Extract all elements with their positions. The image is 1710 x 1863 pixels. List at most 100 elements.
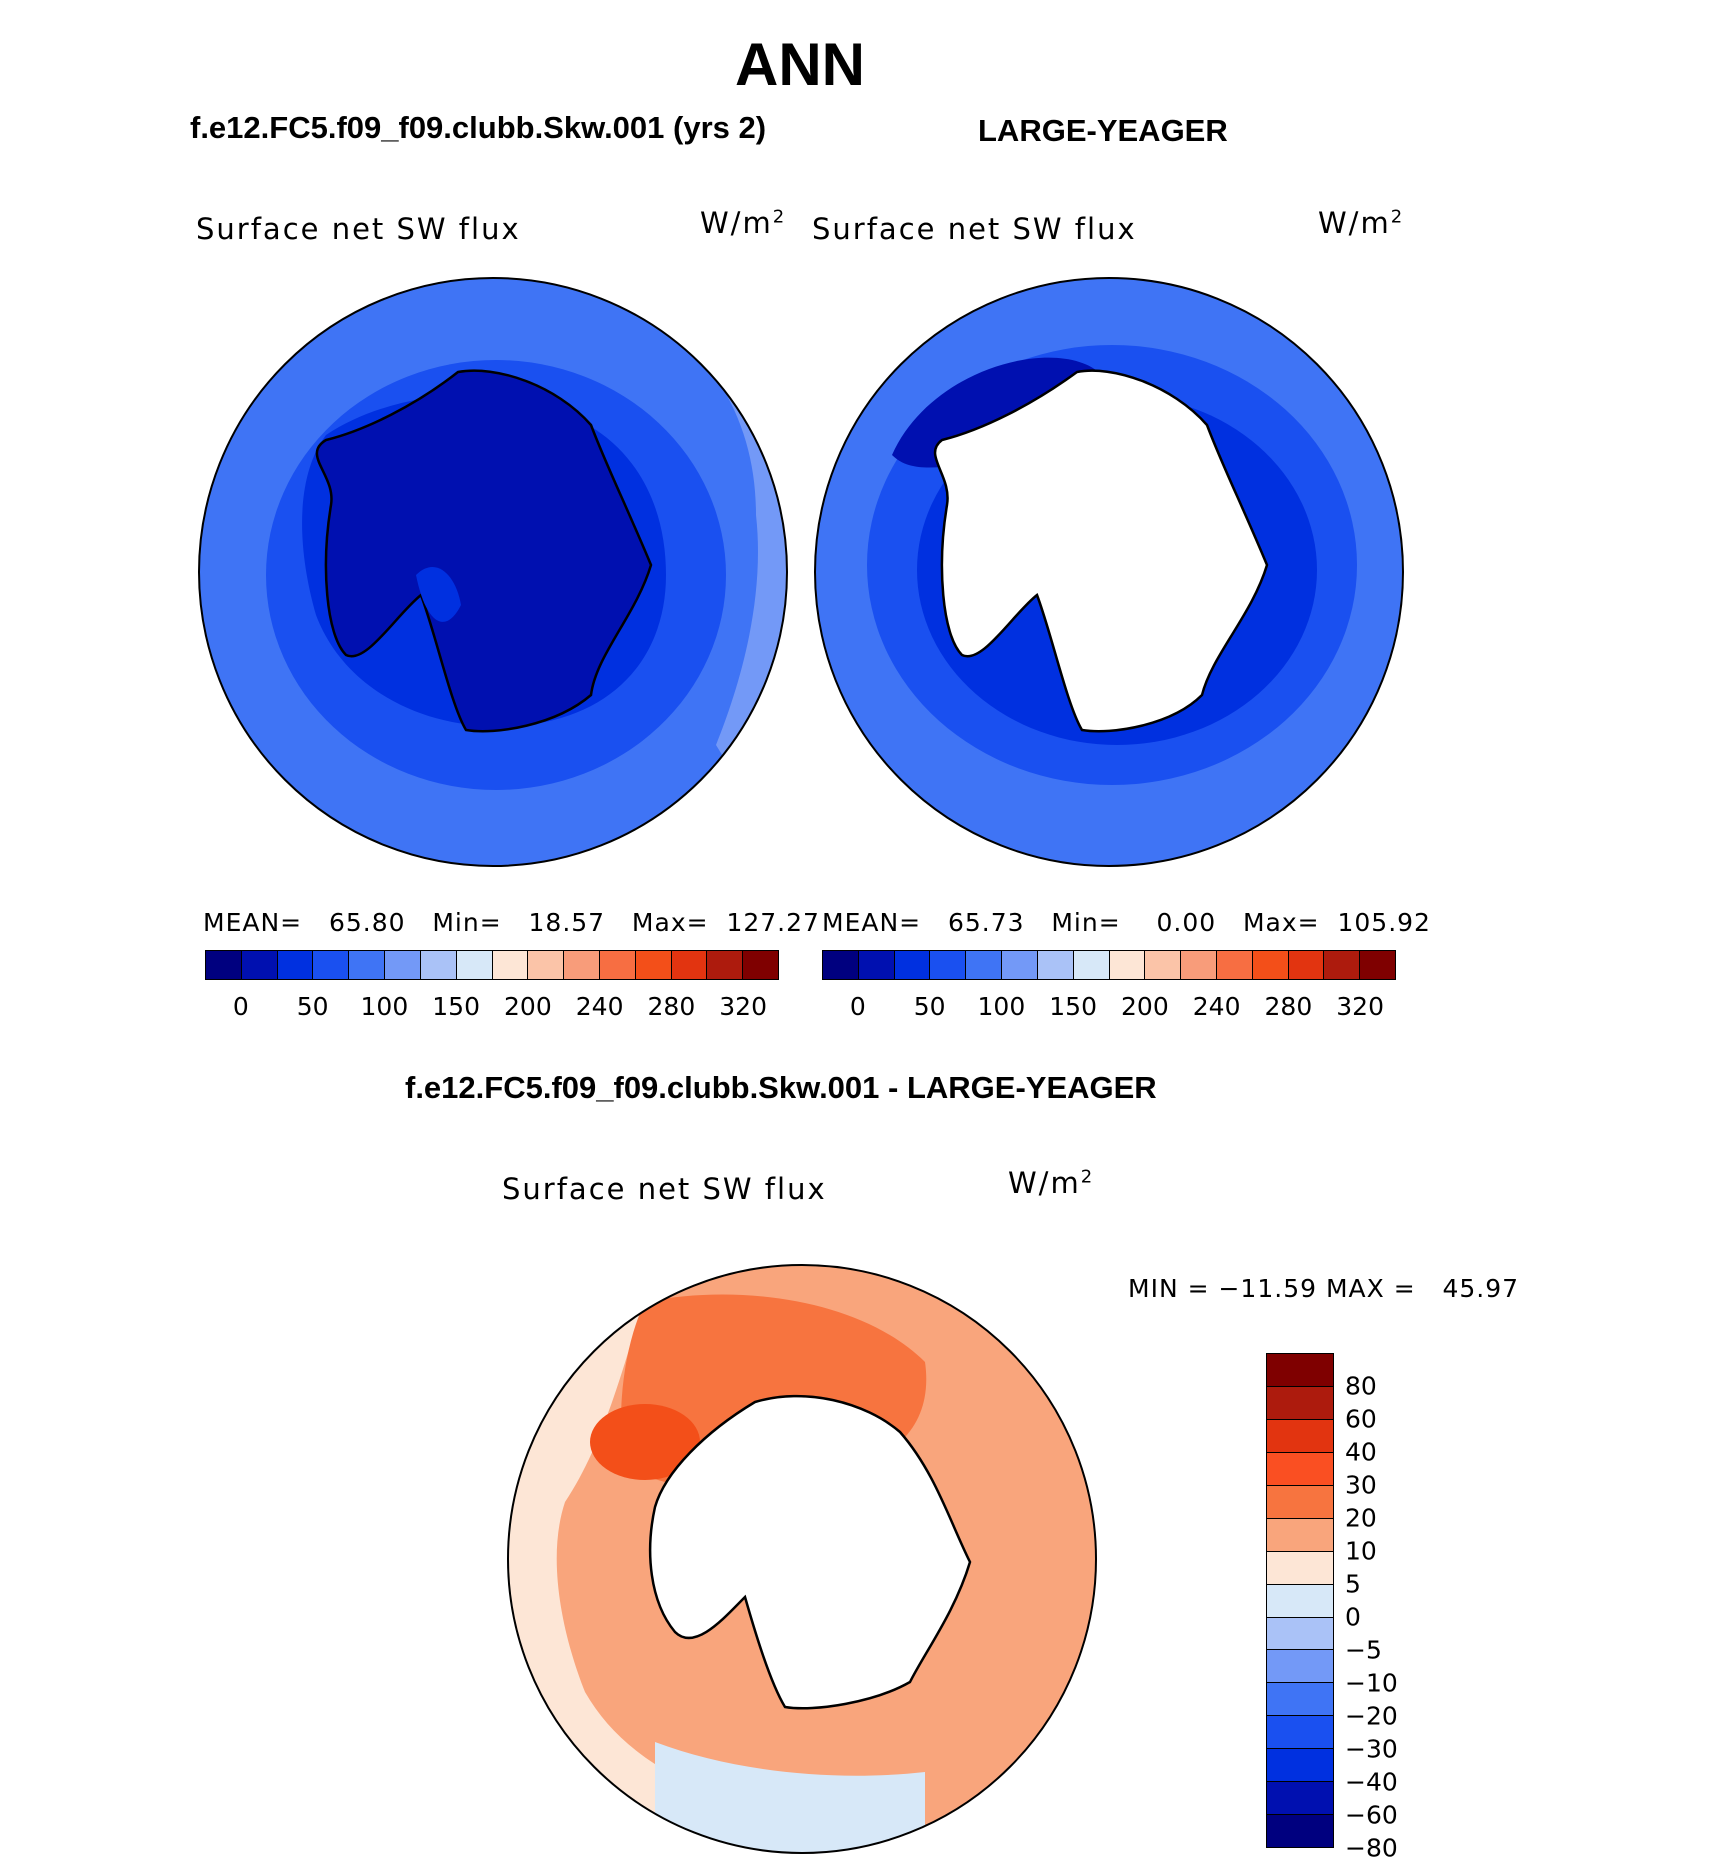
colorbar-tick-label: 0 <box>232 992 249 1021</box>
diff-polar-map <box>507 1264 1097 1854</box>
colorbar-tick-label: 150 <box>1049 992 1097 1021</box>
colorbar-swatch <box>635 951 672 979</box>
colorbar-level-label: 0 <box>1345 1602 1361 1632</box>
right-colorbar-ticks: 0 50 100 150 200 240 280 320 <box>822 992 1396 1022</box>
colorbar-tick-label: 200 <box>504 992 552 1021</box>
colorbar-swatch <box>492 951 529 979</box>
diff-fill-negative-south <box>655 1742 925 1853</box>
colorbar-swatch <box>206 951 242 979</box>
colorbar-swatch <box>420 951 457 979</box>
colorbar-level-label: 60 <box>1345 1404 1377 1434</box>
ross-sea <box>416 566 461 622</box>
colorbar-level-label: −80 <box>1345 1833 1398 1863</box>
colorbar-level-label: 30 <box>1345 1470 1377 1500</box>
colorbar-swatch <box>966 951 1003 979</box>
right-field-label: Surface net SW flux <box>812 212 1137 246</box>
colorbar-tick-label: 240 <box>1192 992 1241 1021</box>
colorbar-swatch <box>707 951 744 979</box>
diff-colorbar-labels: 80 60 40 30 20 10 5 0 −5 −10 −20 −30 −40 −60 −80 <box>1345 1353 1465 1863</box>
colorbar-swatch <box>1324 951 1361 979</box>
colorbar-swatch <box>1267 1386 1333 1420</box>
right-polar-map <box>814 277 1404 867</box>
colorbar-swatch <box>385 951 421 979</box>
colorbar-level-label: −60 <box>1345 1800 1398 1830</box>
diff-colorbar <box>1266 1353 1334 1848</box>
colorbar-level-label: −30 <box>1345 1734 1398 1764</box>
diff-units: W/m2 <box>1008 1166 1095 1200</box>
colorbar-tick-label: 150 <box>432 992 480 1021</box>
colorbar-swatch <box>1267 1683 1333 1717</box>
colorbar-swatch <box>671 951 708 979</box>
colorbar-tick-label: 100 <box>977 992 1026 1021</box>
colorbar-swatch <box>456 951 493 979</box>
colorbar-swatch <box>1267 1354 1333 1387</box>
colorbar-swatch <box>1037 951 1074 979</box>
colorbar-swatch <box>1181 951 1217 979</box>
diff-fill-light-west <box>508 1265 825 1853</box>
colorbar-swatch <box>1267 1419 1333 1453</box>
antarctica-land <box>315 369 653 733</box>
antarctica-land-masked <box>933 369 1269 733</box>
colorbar-level-label: 80 <box>1345 1371 1377 1401</box>
right-case-title: LARGE-YEAGER <box>978 113 1228 148</box>
right-colorbar <box>822 950 1396 980</box>
colorbar-tick-label: 320 <box>1336 992 1384 1021</box>
colorbar-level-label: −5 <box>1345 1635 1382 1665</box>
colorbar-tick-label: 100 <box>360 992 409 1021</box>
colorbar-swatch <box>1267 1485 1333 1519</box>
diff-minmax: MIN = −11.59 MAX = 45.97 <box>1128 1274 1520 1303</box>
colorbar-tick-label: 200 <box>1121 992 1169 1021</box>
left-field-label: Surface net SW flux <box>196 212 521 246</box>
colorbar-swatch <box>1109 951 1146 979</box>
left-polar-map <box>198 277 788 867</box>
colorbar-tick-label: 320 <box>719 992 767 1021</box>
colorbar-swatch <box>1267 1749 1333 1783</box>
left-stats: MEAN= 65.80 Min= 18.57 Max= 127.27 <box>203 908 820 937</box>
colorbar-swatch <box>313 951 350 979</box>
colorbar-swatch <box>823 951 859 979</box>
colorbar-level-label: 5 <box>1345 1569 1361 1599</box>
colorbar-tick-label: 50 <box>913 992 946 1021</box>
colorbar-swatch <box>1267 1617 1333 1651</box>
colorbar-tick-label: 50 <box>296 992 329 1021</box>
diff-fill-red-spot <box>590 1404 700 1480</box>
colorbar-swatch <box>1267 1716 1333 1750</box>
colorbar-swatch <box>1267 1782 1333 1816</box>
colorbar-swatch <box>1267 1551 1333 1585</box>
right-units: W/m2 <box>1318 206 1405 240</box>
colorbar-level-label: 40 <box>1345 1437 1377 1467</box>
colorbar-level-label: 20 <box>1345 1503 1377 1533</box>
diff-case-title: f.e12.FC5.f09_f09.clubb.Skw.001 - LARGE-… <box>405 1070 1157 1105</box>
season-title: ANN <box>735 31 865 98</box>
colorbar-swatch <box>743 951 778 979</box>
colorbar-swatch <box>599 951 636 979</box>
colorbar-level-label: 10 <box>1345 1536 1377 1566</box>
left-colorbar <box>205 950 779 980</box>
colorbar-swatch <box>241 951 278 979</box>
colorbar-swatch <box>528 951 565 979</box>
colorbar-swatch <box>564 951 600 979</box>
colorbar-swatch <box>1288 951 1325 979</box>
colorbar-tick-label: 240 <box>575 992 624 1021</box>
colorbar-swatch <box>1267 1518 1333 1552</box>
antarctica-land-masked <box>648 1394 972 1710</box>
colorbar-swatch <box>1360 951 1395 979</box>
colorbar-swatch <box>1267 1452 1333 1486</box>
colorbar-level-label: −40 <box>1345 1767 1398 1797</box>
colorbar-swatch <box>1073 951 1110 979</box>
left-units: W/m2 <box>700 206 787 240</box>
colorbar-swatch <box>1002 951 1038 979</box>
colorbar-swatch <box>1216 951 1253 979</box>
colorbar-swatch <box>349 951 386 979</box>
colorbar-swatch <box>894 951 931 979</box>
colorbar-level-label: −20 <box>1345 1701 1398 1731</box>
colorbar-swatch <box>1267 1815 1333 1848</box>
left-colorbar-ticks: 0 50 100 150 200 240 280 320 <box>205 992 779 1022</box>
colorbar-swatch <box>930 951 967 979</box>
colorbar-tick-label: 0 <box>849 992 866 1021</box>
colorbar-swatch <box>858 951 895 979</box>
colorbar-level-label: −10 <box>1345 1668 1398 1698</box>
colorbar-tick-label: 280 <box>647 992 696 1021</box>
colorbar-swatch <box>1145 951 1182 979</box>
colorbar-swatch <box>1267 1650 1333 1684</box>
